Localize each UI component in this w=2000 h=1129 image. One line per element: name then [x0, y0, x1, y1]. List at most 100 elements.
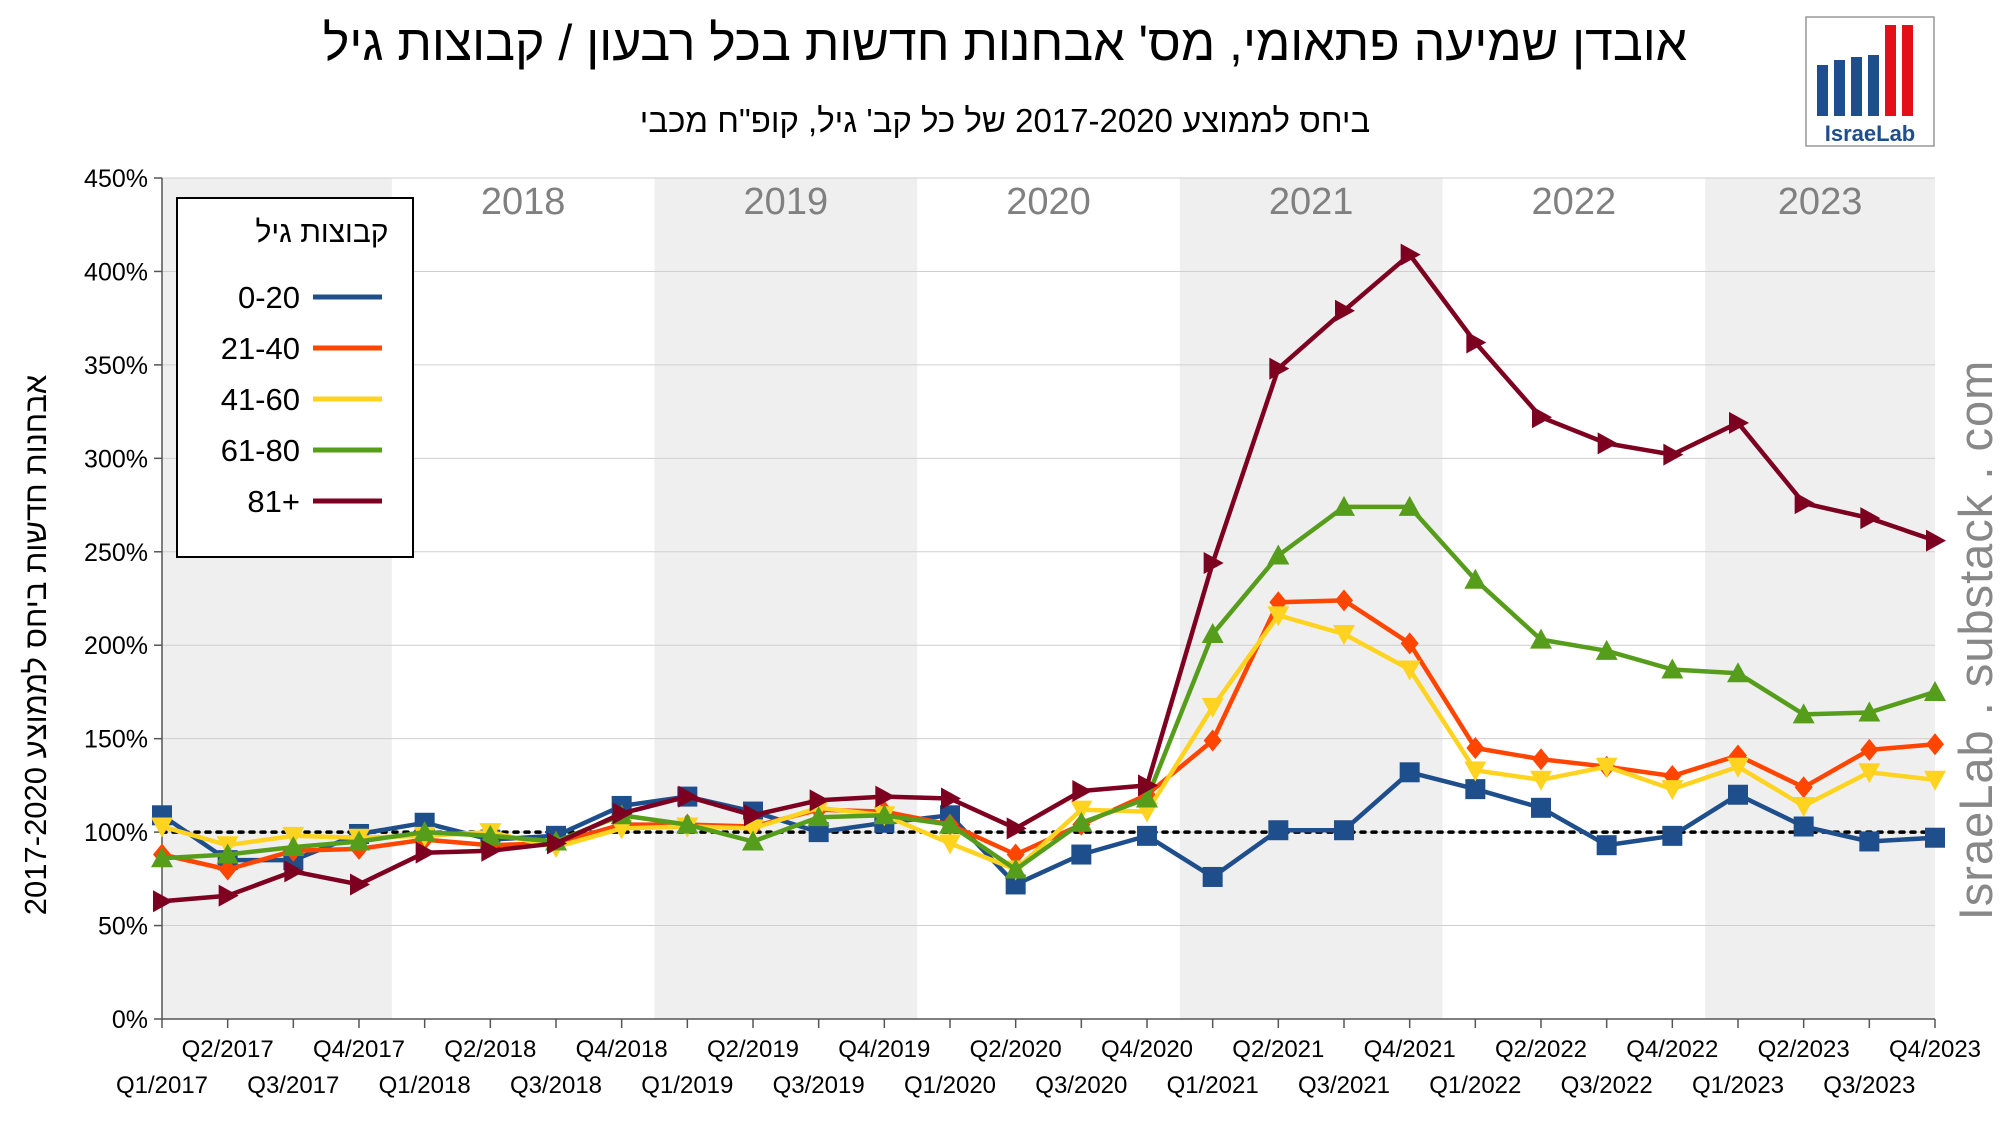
data-point-41-60 — [742, 819, 764, 840]
data-point-61-80 — [216, 843, 239, 864]
data-point-81+ — [481, 839, 502, 862]
data-point-61-80 — [939, 813, 961, 834]
data-point-41-60 — [939, 834, 961, 855]
legend-items: 0-20 21-40 41-60 61-80 81+ — [221, 280, 382, 519]
data-point-0-20 — [1465, 779, 1486, 800]
x-tick-labels: Q1/2017 Q2/2017 Q3/2017 Q4/2017 Q1/2018 Q2/20… — [116, 1036, 1981, 1099]
data-point-81+ — [350, 873, 370, 896]
data-point-41-60 — [1858, 763, 1881, 784]
data-point-81+ — [284, 860, 305, 883]
x-tick-label: Q3/2023 — [1823, 1072, 1915, 1099]
data-point-21-40 — [1532, 748, 1550, 771]
x-tick-label: Q4/2017 — [313, 1036, 405, 1063]
data-point-61-80 — [348, 830, 370, 851]
x-tick-label: Q4/2019 — [838, 1036, 930, 1063]
legend-label-0-20: 0-20 — [238, 280, 300, 315]
x-tick-label: Q2/2023 — [1758, 1036, 1850, 1063]
data-point-41-60 — [1201, 697, 1224, 718]
year-label-2020: 2020 — [1006, 181, 1091, 223]
x-tick-label: Q3/2021 — [1298, 1072, 1390, 1099]
data-point-41-60 — [1070, 800, 1093, 821]
data-point-61-80 — [1004, 858, 1027, 879]
chart-subtitle: ביחס לממוצע 2017-2020 של כל קב' גיל, קופ… — [640, 102, 1370, 139]
data-point-41-60 — [1333, 625, 1355, 646]
data-point-61-80 — [413, 821, 436, 842]
data-point-21-40 — [218, 858, 237, 881]
series-group — [151, 243, 1946, 913]
x-tick-label: Q3/2017 — [247, 1072, 339, 1099]
y-tick-label: 250% — [84, 539, 148, 567]
data-point-0-20 — [1859, 831, 1880, 852]
data-point-0-20 — [1005, 874, 1026, 895]
y-tick-labels: 0% 50% 100% 150% 200% 250% 300% 350% 400% 450% — [84, 165, 148, 1034]
data-point-61-80 — [151, 847, 173, 868]
watermark: IsraeLab . substack . com — [1949, 360, 2000, 921]
data-point-21-40 — [1466, 737, 1485, 760]
data-point-21-40 — [1400, 632, 1419, 655]
x-tick-label: Q4/2023 — [1889, 1036, 1981, 1063]
data-point-61-80 — [1201, 623, 1224, 644]
x-tick-label: Q1/2023 — [1692, 1072, 1784, 1099]
x-tick-label: Q2/2021 — [1232, 1036, 1324, 1063]
series-line-81+ — [161, 252, 1936, 904]
data-point-81+ — [1729, 411, 1749, 434]
data-point-21-40 — [1794, 776, 1813, 799]
y-tick-label: 350% — [84, 352, 148, 380]
data-point-81+ — [1006, 817, 1027, 840]
data-point-0-20 — [1202, 866, 1223, 887]
x-tick-label: Q1/2020 — [904, 1072, 996, 1099]
gridlines — [154, 177, 1935, 1020]
data-point-0-20 — [1793, 816, 1814, 837]
data-point-81+ — [1663, 443, 1684, 466]
x-tick-label: Q2/2020 — [970, 1036, 1062, 1063]
israelab-logo: IsraeLab — [1805, 16, 1935, 147]
series-line-61-80 — [161, 504, 1936, 872]
y-tick-label: 200% — [84, 632, 148, 660]
data-point-81+ — [612, 802, 633, 825]
data-point-61-80 — [282, 836, 305, 857]
data-point-41-60 — [1727, 757, 1749, 778]
data-point-41-60 — [1136, 802, 1158, 823]
year-bands — [162, 178, 1935, 1019]
data-point-61-80 — [1727, 662, 1749, 683]
year-label-2018: 2018 — [481, 181, 566, 223]
data-point-81+ — [1860, 507, 1881, 530]
data-point-81+ — [809, 789, 830, 812]
y-tick-label: 400% — [84, 258, 148, 286]
data-point-81+ — [941, 787, 961, 810]
data-point-41-60 — [610, 819, 633, 840]
data-point-21-40 — [1860, 738, 1879, 761]
data-point-61-80 — [1333, 495, 1355, 516]
data-point-61-80 — [873, 804, 896, 825]
data-point-61-80 — [807, 806, 830, 827]
data-point-0-20 — [1925, 827, 1945, 848]
data-point-61-80 — [742, 830, 764, 851]
data-point-41-60 — [1398, 660, 1421, 681]
data-point-0-20 — [808, 822, 829, 843]
data-point-21-40 — [1335, 589, 1353, 612]
axes — [161, 178, 1936, 1028]
data-point-41-60 — [1464, 761, 1487, 782]
data-point-61-80 — [1267, 544, 1290, 565]
data-point-81+ — [1335, 299, 1355, 322]
data-point-81+ — [1794, 492, 1815, 515]
y-tick-label: 100% — [84, 819, 148, 847]
data-point-0-20 — [1662, 825, 1683, 846]
data-point-61-80 — [1464, 568, 1487, 589]
x-tick-label: Q4/2020 — [1101, 1036, 1193, 1063]
data-point-81+ — [1466, 331, 1487, 354]
data-point-41-60 — [1924, 770, 1946, 791]
series-61-80 — [151, 495, 1946, 879]
data-point-61-80 — [1595, 639, 1618, 660]
data-point-61-80 — [479, 824, 502, 845]
year-label-2023: 2023 — [1778, 181, 1863, 223]
data-point-61-80 — [1136, 787, 1158, 808]
chart-title: אובדן שמיעה פתאומי, מס' אבחנות חדשות בכל… — [323, 15, 1687, 71]
x-tick-label: Q3/2018 — [510, 1072, 602, 1099]
data-point-21-40 — [1203, 729, 1222, 752]
data-point-0-20 — [1268, 820, 1289, 841]
legend-title: קבוצות גיל — [255, 216, 388, 249]
x-tick-label: Q3/2020 — [1035, 1072, 1127, 1099]
series-81+ — [153, 243, 1946, 913]
year-band-2019 — [654, 178, 918, 1019]
